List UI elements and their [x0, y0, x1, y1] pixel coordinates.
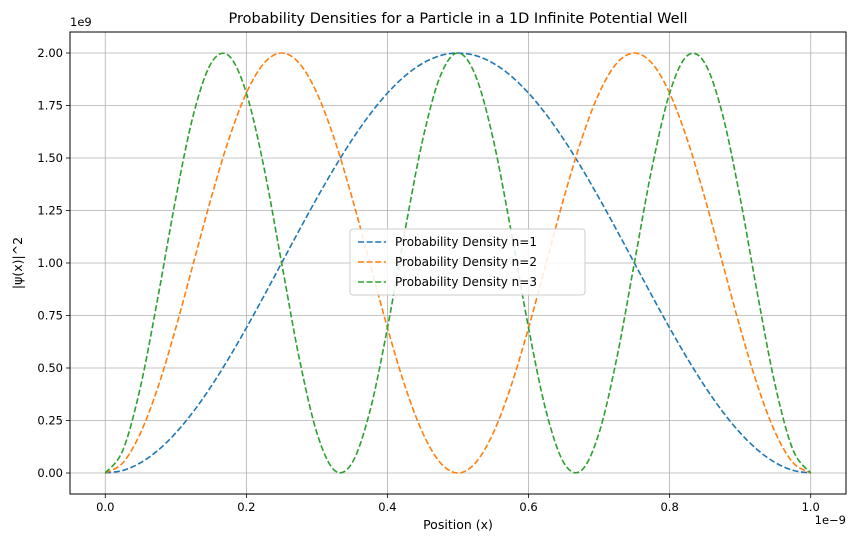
y-tick-label: 1.50 [37, 151, 63, 165]
series-lines [104, 52, 812, 474]
y-tick-label: 2.00 [37, 46, 63, 60]
legend-entry: Probability Density n=2 [395, 255, 537, 269]
x-offset-label: 1e−9 [815, 513, 846, 527]
x-tick-label: 0.8 [660, 500, 678, 514]
legend-entry: Probability Density n=3 [395, 275, 537, 289]
y-tick-label: 0.75 [37, 309, 63, 323]
series-line-n3 [104, 52, 812, 474]
y-tick-label: 1.00 [37, 256, 63, 270]
chart-title: Probability Densities for a Particle in … [228, 11, 687, 27]
axis-ticks: 0.0 0.2 0.4 0.6 0.8 1.0 0.00 0.25 0.50 0.75 1.00 1.… [37, 46, 819, 514]
y-tick-label: 0.00 [37, 466, 63, 480]
y-axis-label: |ψ(x)|^2 [10, 237, 25, 289]
legend-entry: Probability Density n=1 [395, 235, 537, 249]
x-tick-label: 0.2 [237, 500, 255, 514]
x-tick-label: 0.0 [96, 500, 114, 514]
x-axis-label: Position (x) [423, 517, 493, 532]
legend-box [349, 228, 586, 296]
x-tick-label: 0.4 [378, 500, 396, 514]
y-tick-label: 0.25 [37, 414, 63, 428]
y-tick-label: 1.75 [37, 99, 63, 113]
grid [70, 32, 846, 494]
y-offset-label: 1e9 [70, 15, 92, 29]
x-tick-label: 1.0 [802, 500, 820, 514]
y-tick-label: 0.50 [37, 361, 63, 375]
legend: Probability Density n=1 Probability Densi… [349, 228, 586, 296]
x-tick-label: 0.6 [519, 500, 537, 514]
series-line-n2 [104, 52, 812, 474]
y-tick-label: 1.25 [37, 204, 63, 218]
